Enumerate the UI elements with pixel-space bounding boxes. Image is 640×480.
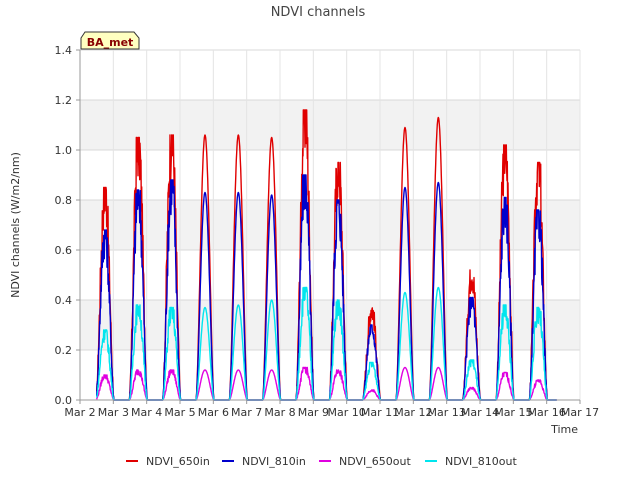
legend-label: NDVI_810in xyxy=(242,455,306,468)
x-tick-label: Mar 17 xyxy=(561,406,599,419)
y-tick-label: 1.0 xyxy=(55,144,73,157)
legend-item-ndvi-810out: NDVI_810out xyxy=(425,455,517,468)
x-tick-label: Mar 5 xyxy=(164,406,195,419)
x-tick-label: Mar 14 xyxy=(461,406,499,419)
legend-label: NDVI_650out xyxy=(339,455,411,468)
badge-box xyxy=(80,31,140,50)
x-tick-label: Mar 9 xyxy=(298,406,329,419)
x-tick-label: Mar 6 xyxy=(198,406,229,419)
y-tick-label: 0.4 xyxy=(55,294,73,307)
y-tick-label: 0.6 xyxy=(55,244,73,257)
y-tick-label: 0.2 xyxy=(55,344,73,357)
x-tick-label: Mar 8 xyxy=(264,406,295,419)
x-tick-label: Mar 12 xyxy=(394,406,432,419)
legend-label: NDVI_810out xyxy=(445,455,517,468)
legend-item-ndvi-650out: NDVI_650out xyxy=(319,455,411,468)
y-axis-ticks: 0.0 0.2 0.4 0.6 0.8 1.0 1.2 1.4 xyxy=(55,44,80,407)
plot-area xyxy=(80,50,580,400)
y-tick-label: 1.4 xyxy=(55,44,73,57)
grid-band xyxy=(80,200,580,250)
x-tick-label: Mar 7 xyxy=(231,406,262,419)
legend-item-ndvi-650in: NDVI_650in xyxy=(126,455,210,468)
chart-title: NDVI channels xyxy=(271,5,366,20)
y-axis-label: NDVI channels (W/m2/nm) xyxy=(9,152,22,298)
badge-label: BA_met xyxy=(87,36,134,49)
x-tick-label: Mar 10 xyxy=(328,406,366,419)
y-tick-label: 0.0 xyxy=(55,394,73,407)
x-tick-label: Mar 4 xyxy=(131,406,162,419)
grid-band xyxy=(80,300,580,350)
x-tick-label: Mar 16 xyxy=(528,406,566,419)
x-tick-label: Mar 2 xyxy=(64,406,95,419)
legend-item-ndvi-810in: NDVI_810in xyxy=(222,455,306,468)
x-axis-label: Time xyxy=(550,423,578,436)
x-axis-ticks: Mar 2 Mar 3 Mar 4 Mar 5 Mar 6 Mar 7 Mar 8 Mar 9… xyxy=(64,400,599,419)
x-tick-label: Mar 13 xyxy=(428,406,466,419)
grid-band xyxy=(80,100,580,150)
axes xyxy=(79,50,580,401)
legend: NDVI_650in NDVI_810in NDVI_650out NDVI_810o… xyxy=(126,455,517,468)
x-tick-label: Mar 3 xyxy=(98,406,129,419)
y-tick-label: 0.8 xyxy=(55,194,73,207)
legend-label: NDVI_650in xyxy=(146,455,210,468)
y-tick-label: 1.2 xyxy=(55,94,73,107)
x-tick-label: Mar 15 xyxy=(494,406,532,419)
grid xyxy=(79,49,581,401)
badge: BA_met xyxy=(80,31,140,50)
x-tick-label: Mar 11 xyxy=(361,406,399,419)
